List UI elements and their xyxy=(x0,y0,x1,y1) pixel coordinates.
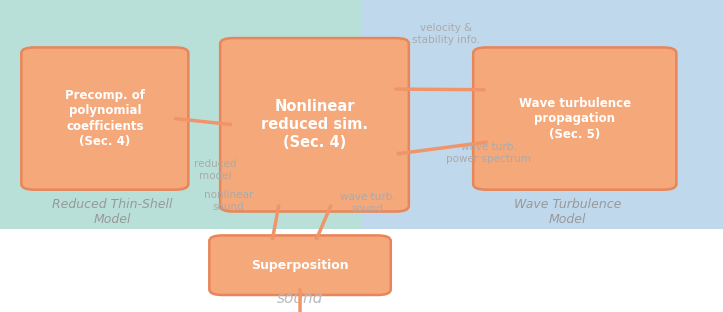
Text: Precomp. of
polynomial
coefficients
(Sec. 4): Precomp. of polynomial coefficients (Sec… xyxy=(65,89,145,148)
Text: nonlinear
sound: nonlinear sound xyxy=(204,190,253,212)
Text: wave turb.
sound: wave turb. sound xyxy=(340,192,395,214)
Text: Wave Turbulence
Model: Wave Turbulence Model xyxy=(514,198,621,226)
Bar xyxy=(0,0,362,229)
FancyBboxPatch shape xyxy=(210,235,390,295)
Text: Nonlinear
reduced sim.
(Sec. 4): Nonlinear reduced sim. (Sec. 4) xyxy=(261,99,368,150)
FancyBboxPatch shape xyxy=(474,47,677,190)
Text: wave turb.
power spectrum: wave turb. power spectrum xyxy=(446,142,531,163)
Bar xyxy=(362,0,723,229)
FancyBboxPatch shape xyxy=(21,47,188,190)
Text: Wave turbulence
propagation
(Sec. 5): Wave turbulence propagation (Sec. 5) xyxy=(518,96,631,141)
Text: reduced
model: reduced model xyxy=(194,159,236,181)
Text: Reduced Thin-Shell
Model: Reduced Thin-Shell Model xyxy=(52,198,172,226)
FancyBboxPatch shape xyxy=(221,38,409,212)
Text: sound: sound xyxy=(277,291,323,306)
Text: Superposition: Superposition xyxy=(251,259,349,272)
Text: velocity &
stability info.: velocity & stability info. xyxy=(412,23,480,45)
